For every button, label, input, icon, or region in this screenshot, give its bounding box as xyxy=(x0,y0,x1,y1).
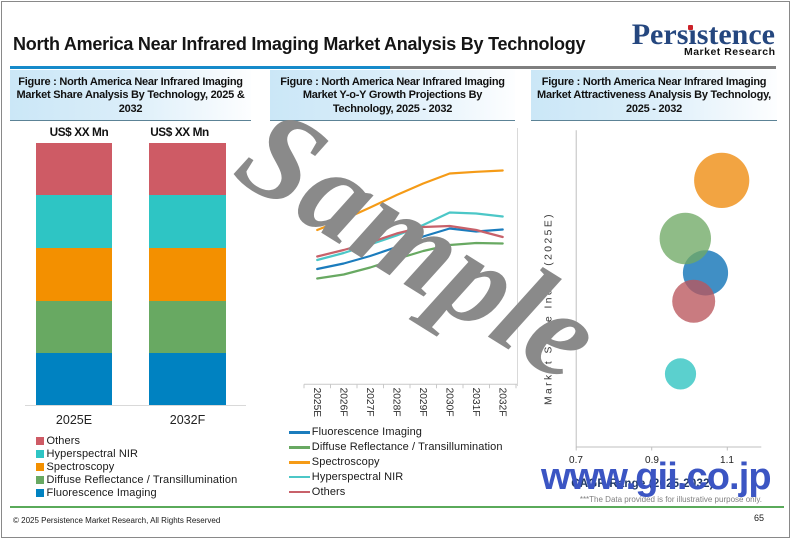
svg-text:2031F: 2031F xyxy=(470,388,481,417)
svg-text:2027F: 2027F xyxy=(364,388,375,417)
svg-text:Market Share Index (2025E): Market Share Index (2025E) xyxy=(544,212,555,405)
svg-text:2032F: 2032F xyxy=(497,388,508,417)
svg-text:2029F: 2029F xyxy=(417,388,428,417)
svg-text:2025E: 2025E xyxy=(311,388,322,418)
svg-text:2026F: 2026F xyxy=(338,388,349,417)
svg-text:2028F: 2028F xyxy=(391,388,402,417)
svg-text:Sample: Sample xyxy=(215,81,624,409)
svg-text:2030F: 2030F xyxy=(444,388,455,417)
